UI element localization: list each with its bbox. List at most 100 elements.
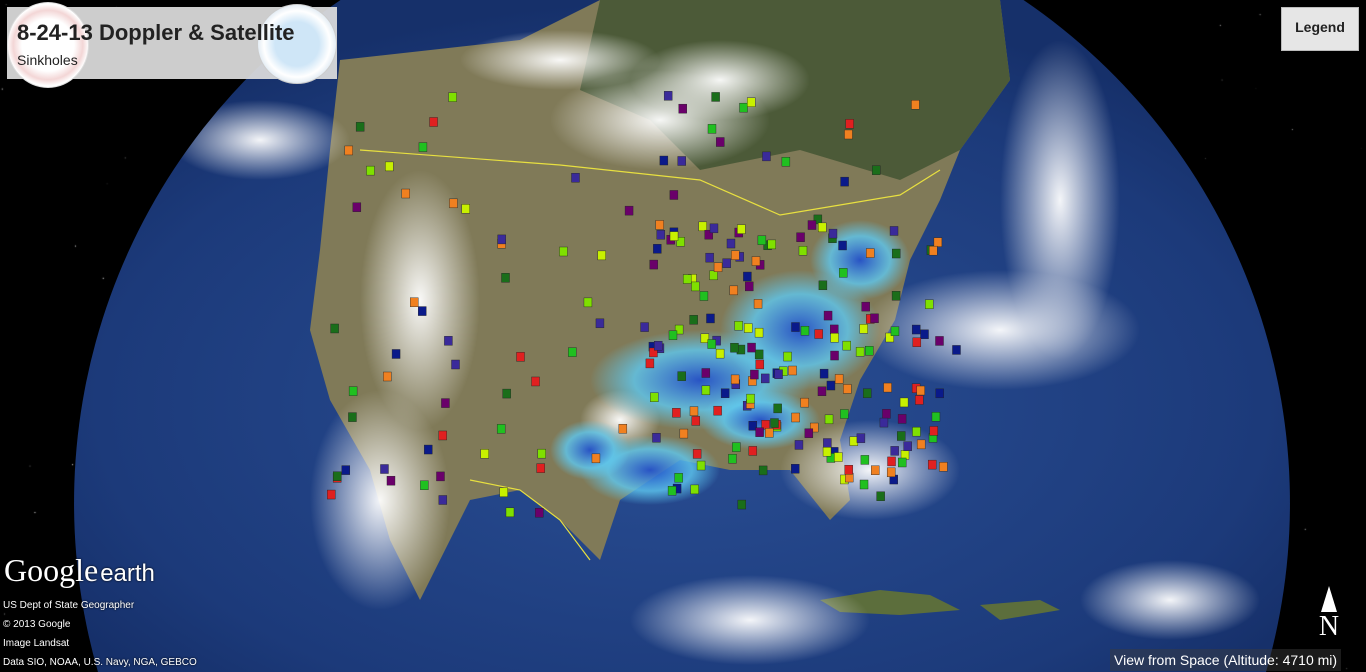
compass-label: N [1318,611,1340,642]
sinkhole-marker [822,447,832,457]
sinkhole-marker [701,385,711,396]
sinkhole-marker [497,234,506,245]
sinkhole-marker [929,426,939,436]
sinkhole-marker [839,268,848,278]
sinkhole-marker [424,444,433,455]
sinkhole-marker [823,438,832,448]
sinkhole-marker [737,224,746,234]
sinkhole-marker [705,252,714,263]
sinkhole-marker [380,464,389,474]
cloud-cover [170,100,350,180]
sinkhole-marker [912,337,922,347]
sinkhole-marker [366,165,375,176]
cloud-cover [310,390,450,610]
sinkhole-marker [571,173,580,183]
sinkhole-marker [911,100,920,110]
sinkhole-marker [711,92,720,102]
sinkhole-marker [915,395,924,405]
sinkhole-marker [830,350,839,361]
sinkhole-marker [824,414,834,425]
sinkhole-marker [348,412,357,422]
sinkhole-marker [438,430,447,441]
sinkhole-marker [952,345,961,355]
sinkhole-marker [691,281,700,292]
sinkhole-marker [699,291,709,301]
sinkhole-marker [845,119,854,129]
sinkhole-marker [341,465,351,475]
sinkhole-marker [438,495,448,505]
north-compass[interactable]: N [1315,586,1343,648]
sinkhole-marker [866,248,875,258]
sinkhole-marker [653,244,662,254]
sinkhole-marker [696,460,706,471]
legend-button[interactable]: Legend [1281,7,1359,51]
sinkhole-marker [834,452,843,462]
sinkhole-marker [732,442,741,452]
sinkhole-marker [931,412,941,422]
sinkhole-marker [916,439,926,450]
sinkhole-marker [754,327,764,338]
credit-line: Data SIO, NOAA, U.S. Navy, NGA, GEBCO [3,657,197,668]
sinkhole-marker [818,280,828,291]
sinkhole-marker [715,348,725,359]
sinkhole-marker [726,238,736,249]
cloud-cover [630,575,870,665]
sinkhole-marker [535,508,544,518]
sinkhole-marker [676,237,685,247]
sinkhole-marker [916,385,925,396]
sinkhole-marker [722,258,731,268]
sinkhole-marker [876,491,885,501]
sinkhole-marker [713,405,722,416]
sinkhole-marker [672,408,681,418]
sinkhole-marker [935,388,944,399]
sinkhole-marker [677,371,686,381]
sinkhole-marker [770,418,779,428]
sinkhole-marker [791,322,800,332]
credit-line: Image Landsat [3,638,70,649]
sinkhole-marker [748,446,758,456]
sinkhole-marker [855,347,865,357]
sinkhole-marker [859,479,869,490]
sinkhole-marker [823,310,833,321]
sinkhole-marker [645,358,655,369]
sinkhole-marker [441,398,450,408]
sinkhole-marker [709,270,718,281]
data-credits: US Dept of State Geographer © 2013 Googl… [3,596,197,672]
sinkhole-marker [385,161,394,172]
sinkhole-marker [804,428,814,438]
sinkhole-marker [420,480,429,490]
sinkhole-marker [870,313,879,324]
credit-line: © 2013 Google [3,619,71,630]
sinkhole-marker [451,359,460,370]
sinkhole-marker [624,205,634,216]
sinkhole-marker [773,403,782,414]
sinkhole-marker [747,342,756,353]
sinkhole-marker [663,91,673,101]
sinkhole-marker [800,397,809,408]
sinkhole-marker [678,103,687,114]
doppler-radar-echo [550,420,630,480]
google-earth-logo: Googleearth [4,552,155,589]
sinkhole-marker [762,151,771,162]
sinkhole-marker [410,297,419,307]
sinkhole-marker [597,250,606,261]
sinkhole-marker [448,92,457,102]
sinkhole-marker [730,342,739,353]
sinkhole-marker [618,424,628,434]
sinkhole-marker [754,349,764,360]
sinkhole-marker [649,347,658,358]
sinkhole-marker [417,306,427,316]
sinkhole-marker [767,239,776,250]
sinkhole-marker [674,324,684,335]
sinkhole-marker [871,165,881,175]
sinkhole-marker [383,371,392,382]
cloud-cover [360,170,480,430]
sinkhole-marker [844,129,853,140]
sinkhole-marker [939,462,948,472]
sinkhole-marker [692,449,702,459]
sinkhole-marker [935,336,944,346]
sinkhole-marker [480,449,489,459]
sinkhole-marker [501,273,510,283]
sinkhole-marker [640,322,649,332]
